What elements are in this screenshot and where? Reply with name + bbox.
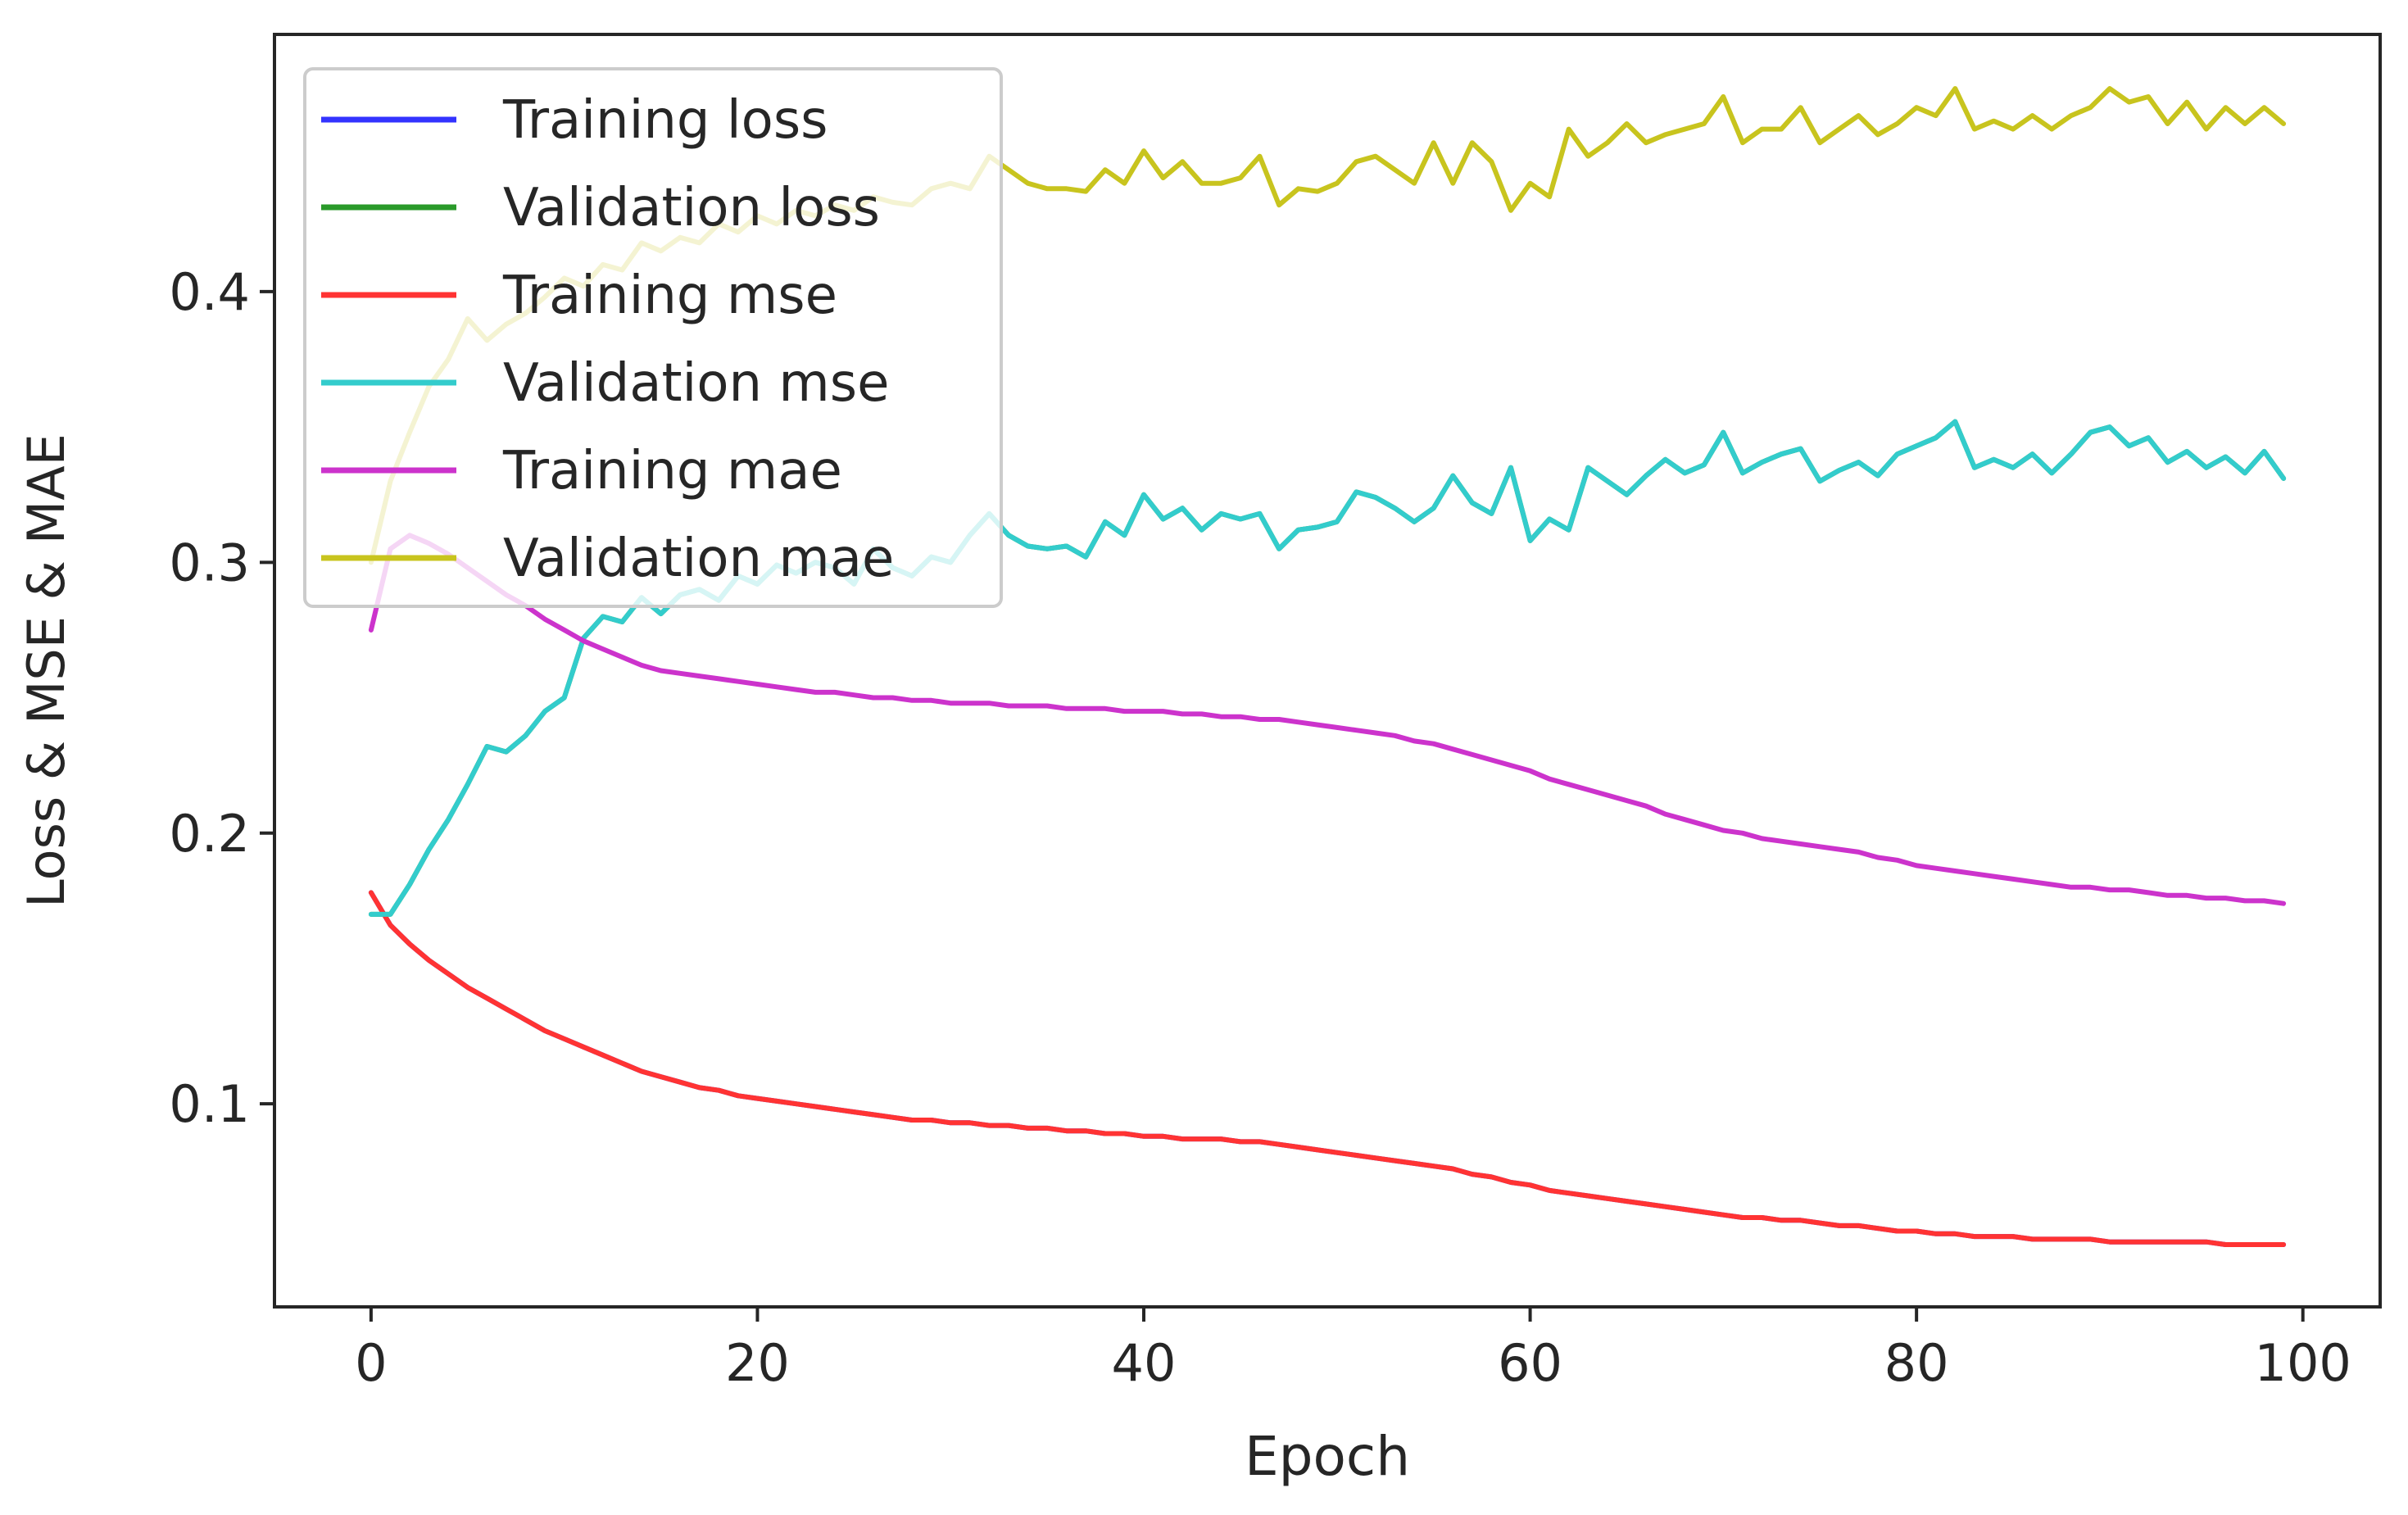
y-tick-label: 0.1 [169,1074,250,1134]
series-line-training-loss [368,890,2287,1247]
legend: Training loss Validation loss Training mse… [303,67,1003,608]
series-line-training-mse [368,890,2287,1247]
legend-label-validation-loss: Validation loss [503,178,880,238]
x-tick-label: 100 [2255,1333,2351,1393]
series-line-training-mae [368,533,2287,906]
legend-label-training-mse: Training mse [502,265,837,326]
y-axis: 0.1 0.2 0.3 0.4 [169,262,274,1134]
legend-box [303,67,1003,608]
x-tick-label: 40 [1112,1333,1177,1393]
x-axis: 0 20 40 60 80 100 [355,1307,2351,1393]
plot-frame [273,33,2382,1309]
x-axis-label: Epoch [1245,1425,1410,1488]
x-tick-label: 80 [1884,1333,1949,1393]
legend-label-validation-mae: Validation mae [503,528,894,589]
legend-label-training-mae: Training mae [502,441,842,501]
y-axis-label: Loss & MSE & MAE [16,433,76,908]
x-tick-label: 60 [1498,1333,1562,1393]
x-tick-label: 20 [725,1333,790,1393]
y-tick-label: 0.2 [169,804,250,864]
legend-label-validation-mse: Validation mse [503,353,889,414]
y-tick-label: 0.3 [169,533,250,592]
legend-label-training-loss: Training loss [502,90,828,151]
x-tick-label: 0 [355,1333,387,1393]
y-tick-label: 0.4 [169,262,250,322]
